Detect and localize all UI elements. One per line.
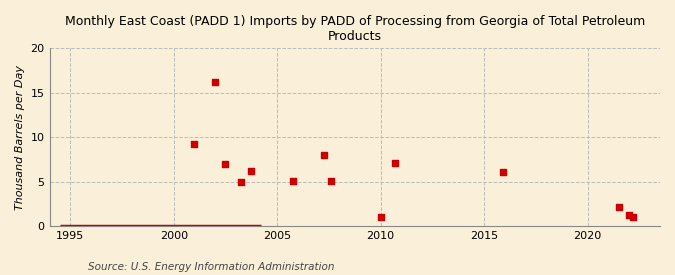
Point	[375, 215, 386, 219]
Point	[613, 205, 624, 210]
Text: Source: U.S. Energy Information Administration: Source: U.S. Energy Information Administ…	[88, 262, 334, 272]
Point	[236, 179, 246, 184]
Point	[189, 142, 200, 146]
Point	[628, 215, 639, 219]
Y-axis label: Thousand Barrels per Day: Thousand Barrels per Day	[15, 65, 25, 210]
Point	[624, 213, 634, 218]
Point	[389, 161, 400, 165]
Point	[288, 178, 298, 183]
Point	[220, 161, 231, 166]
Title: Monthly East Coast (PADD 1) Imports by PADD of Processing from Georgia of Total : Monthly East Coast (PADD 1) Imports by P…	[65, 15, 645, 43]
Point	[497, 169, 508, 174]
Point	[325, 178, 336, 183]
Point	[246, 169, 256, 173]
Point	[319, 153, 329, 157]
Point	[210, 80, 221, 84]
